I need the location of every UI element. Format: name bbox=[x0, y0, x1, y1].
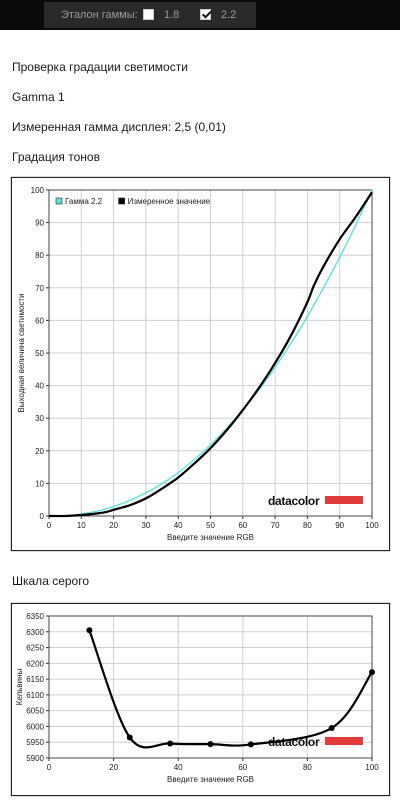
y-tick-label: 6000 bbox=[26, 722, 44, 731]
datacolor-logo: datacolor bbox=[268, 494, 320, 508]
legend-swatch-1 bbox=[118, 197, 125, 205]
x-tick-label: 40 bbox=[174, 521, 183, 530]
x-tick-label: 90 bbox=[335, 521, 344, 530]
y-tick-label: 50 bbox=[35, 349, 44, 358]
y-tick-label: 30 bbox=[35, 414, 44, 423]
tone-chart-title: Градация тонов bbox=[12, 150, 100, 164]
y-tick-label: 70 bbox=[35, 284, 44, 293]
x-tick-label: 100 bbox=[365, 521, 379, 530]
y-tick-label: 6350 bbox=[26, 612, 44, 621]
x-tick-label: 80 bbox=[303, 763, 312, 772]
data-point bbox=[167, 740, 174, 747]
tone-chart-frame: 0 10 20 30 40 50 60 70 80 90 100 0 10 20 30 40 50 60 70 80 9… bbox=[11, 177, 390, 551]
x-axis-label: Введите значение RGB bbox=[167, 775, 254, 784]
plot-area bbox=[48, 189, 373, 517]
x-tick-label: 20 bbox=[109, 521, 118, 530]
series-line-1 bbox=[48, 191, 373, 518]
datacolor-logo-bar bbox=[325, 496, 363, 504]
series-line-0 bbox=[48, 189, 373, 517]
y-tick-label: 100 bbox=[31, 186, 45, 195]
x-tick-label: 100 bbox=[365, 763, 379, 772]
data-point bbox=[207, 741, 214, 748]
x-tick-label: 40 bbox=[174, 763, 183, 772]
x-tick-label: 30 bbox=[141, 521, 150, 530]
datacolor-logo: datacolor bbox=[268, 735, 320, 749]
y-tick-label: 6050 bbox=[26, 707, 44, 716]
x-tick-label: 0 bbox=[47, 521, 52, 530]
gamma-reference-label: Эталон гаммы: bbox=[61, 9, 138, 21]
gamma-toolbar: Эталон гаммы: 1.8 2.2 bbox=[0, 0, 400, 30]
gamma-2-2-checkbox[interactable] bbox=[200, 8, 212, 20]
x-tick-label: 80 bbox=[303, 521, 312, 530]
legend-label-0: Гамма 2.2 bbox=[65, 197, 103, 206]
x-tick-label: 0 bbox=[47, 763, 52, 772]
y-tick-label: 6150 bbox=[26, 675, 44, 684]
x-tick-label: 10 bbox=[77, 521, 86, 530]
y-tick-label: 20 bbox=[35, 447, 44, 456]
y-tick-label: 6250 bbox=[26, 644, 44, 653]
y-tick-label: 5950 bbox=[26, 738, 44, 747]
legend-label-1: Измеренное значение bbox=[128, 197, 211, 206]
data-point bbox=[328, 725, 335, 732]
y-axis-label: Выходная величина светимости bbox=[17, 293, 26, 412]
y-tick-label: 6200 bbox=[26, 659, 44, 668]
y-tick-label: 80 bbox=[35, 251, 44, 260]
data-point bbox=[247, 741, 254, 748]
x-tick-label: 50 bbox=[206, 521, 215, 530]
measured-gamma: Измеренная гамма дисплея: 2,5 (0,01) bbox=[12, 120, 226, 134]
grayscale-chart: 0 20 40 60 80 100 5900 5950 6000 6050 6100 6150 6200… bbox=[15, 612, 379, 784]
plot-area bbox=[48, 615, 373, 759]
section-title: Проверка градации светимости bbox=[12, 60, 188, 74]
x-tick-label: 70 bbox=[271, 521, 280, 530]
data-point bbox=[369, 669, 375, 676]
data-point bbox=[126, 734, 133, 741]
data-point bbox=[86, 627, 93, 634]
y-tick-label: 0 bbox=[40, 512, 45, 521]
datacolor-logo-bar bbox=[325, 737, 363, 745]
y-tick-label: 6100 bbox=[26, 691, 44, 700]
y-tick-label: 40 bbox=[35, 382, 44, 391]
x-axis-label: Введите значение RGB bbox=[167, 533, 254, 542]
y-tick-label: 6300 bbox=[26, 628, 44, 637]
gamma-1-8-checkbox[interactable] bbox=[143, 9, 154, 20]
x-tick-label: 20 bbox=[109, 763, 118, 772]
y-tick-label: 10 bbox=[35, 479, 44, 488]
check-icon bbox=[202, 8, 212, 19]
tone-gradation-chart: 0 10 20 30 40 50 60 70 80 90 100 0 10 20 30 40 50 60 70 80 9… bbox=[17, 186, 379, 542]
profile-name: Gamma 1 bbox=[12, 90, 65, 104]
y-tick-label: 5900 bbox=[26, 754, 44, 763]
gray-chart-title: Шкала серого bbox=[12, 574, 90, 588]
gamma-2-2-label: 2.2 bbox=[221, 9, 237, 21]
gray-chart-frame: 0 20 40 60 80 100 5900 5950 6000 6050 6100 6150 6200… bbox=[11, 603, 390, 796]
y-tick-label: 60 bbox=[35, 316, 44, 325]
x-tick-label: 60 bbox=[238, 763, 247, 772]
y-axis-label: Кельвины bbox=[15, 668, 24, 705]
legend-swatch-0 bbox=[55, 197, 63, 205]
x-tick-label: 60 bbox=[238, 521, 247, 530]
gamma-1-8-label: 1.8 bbox=[164, 9, 180, 21]
y-tick-label: 90 bbox=[35, 219, 44, 228]
